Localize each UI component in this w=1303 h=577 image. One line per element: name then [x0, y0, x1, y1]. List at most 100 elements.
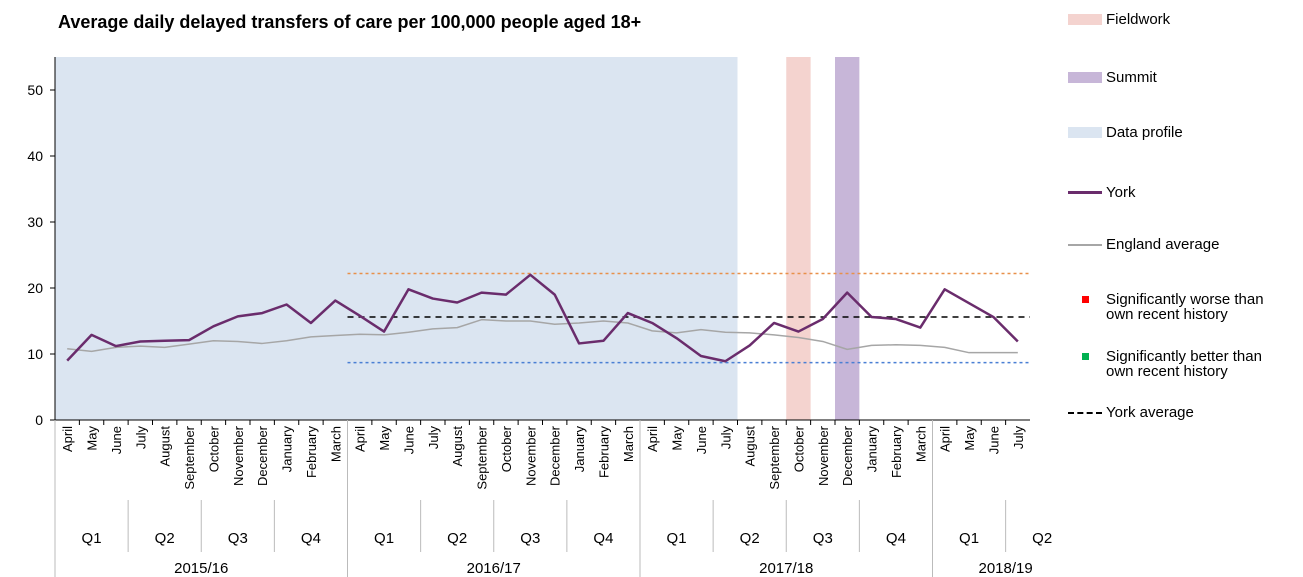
- x-tick-label: July: [1011, 426, 1026, 450]
- year-label: 2016/17: [467, 560, 521, 577]
- x-tick-label: November: [816, 425, 831, 486]
- x-tick-label: November: [231, 425, 246, 486]
- swatch-shape: [1081, 296, 1089, 303]
- swatch-shape: [1068, 411, 1102, 414]
- x-tick-label: January: [865, 426, 880, 473]
- quarter-label: Q2: [1032, 530, 1052, 547]
- legend: Fieldwork Summit Data profile York England a…: [1068, 0, 1303, 577]
- quarter-label: Q2: [740, 530, 760, 547]
- quarter-label: Q1: [374, 530, 394, 547]
- year-label: 2015/16: [174, 560, 228, 577]
- x-tick-label: May: [377, 426, 392, 451]
- x-tick-label: February: [304, 426, 319, 479]
- x-tick-label: August: [158, 426, 173, 467]
- quarter-label: Q1: [82, 530, 102, 547]
- x-tick-label: October: [791, 425, 806, 472]
- legend-label: Significantly better than own recent his…: [1106, 348, 1262, 380]
- y-tick-label: 40: [27, 148, 43, 164]
- year-label: 2018/19: [979, 560, 1033, 577]
- legend-swatch: [1068, 125, 1102, 140]
- x-tick-label: September: [182, 425, 197, 489]
- x-tick-label: June: [401, 426, 416, 454]
- x-tick-label: April: [60, 426, 75, 452]
- legend-label: York: [1106, 184, 1136, 201]
- quarter-label: Q4: [886, 530, 906, 547]
- legend-swatch: [1068, 70, 1102, 85]
- x-tick-label: June: [109, 426, 124, 454]
- legend-label: England average: [1106, 236, 1220, 253]
- x-tick-label: September: [475, 425, 490, 489]
- series-line: [67, 318, 1018, 354]
- swatch-shape: [1068, 191, 1102, 194]
- x-tick-label: May: [670, 426, 685, 451]
- x-tick-label: October: [499, 425, 514, 472]
- x-tick-label: March: [328, 426, 343, 462]
- x-tick-label: February: [889, 426, 904, 479]
- swatch-shape: [1068, 127, 1102, 138]
- x-tick-label: January: [572, 426, 587, 473]
- y-tick-label: 0: [35, 412, 43, 428]
- swatch-shape: [1068, 72, 1102, 83]
- x-tick-label: June: [986, 426, 1001, 454]
- legend-swatch: [1068, 292, 1102, 307]
- y-tick-label: 20: [27, 280, 43, 296]
- x-tick-label: May: [85, 426, 100, 451]
- x-tick-label: December: [548, 425, 563, 486]
- x-tick-label: September: [767, 425, 782, 489]
- legend-entry: York average: [1068, 405, 1291, 420]
- x-tick-label: April: [353, 426, 368, 452]
- quarter-label: Q3: [520, 530, 540, 547]
- legend-swatch: [1068, 349, 1102, 364]
- legend-entry: Data profile: [1068, 125, 1291, 140]
- quarter-label: Q1: [959, 530, 979, 547]
- series-line: [66, 273, 1019, 363]
- chart: Average daily delayed transfers of care …: [27, 12, 1052, 577]
- x-tick-label: July: [133, 426, 148, 450]
- x-tick-label: June: [694, 426, 709, 454]
- swatch-shape: [1068, 14, 1102, 25]
- legend-entry: Significantly worse than own recent hist…: [1068, 292, 1291, 322]
- legend-label: Summit: [1106, 69, 1157, 86]
- legend-entry: England average: [1068, 237, 1291, 252]
- shaded-band: [55, 57, 738, 420]
- x-tick-label: November: [523, 425, 538, 486]
- x-tick-label: March: [621, 426, 636, 462]
- quarter-label: Q2: [155, 530, 175, 547]
- x-tick-label: October: [206, 425, 221, 472]
- x-tick-label: February: [596, 426, 611, 479]
- x-tick-label: August: [450, 426, 465, 467]
- y-tick-label: 50: [27, 82, 43, 98]
- year-label: 2017/18: [759, 560, 813, 577]
- swatch-shape: [1081, 353, 1089, 360]
- quarter-label: Q1: [667, 530, 687, 547]
- shaded-band: [835, 57, 860, 420]
- legend-label: Significantly worse than own recent hist…: [1106, 291, 1264, 323]
- quarter-label: Q3: [228, 530, 248, 547]
- legend-swatch: [1068, 12, 1102, 27]
- legend-label: Fieldwork: [1106, 11, 1171, 28]
- x-tick-label: July: [426, 426, 441, 450]
- x-tick-label: April: [938, 426, 953, 452]
- legend-swatch: [1068, 405, 1102, 420]
- legend-entry: Significantly better than own recent his…: [1068, 349, 1291, 379]
- quarter-label: Q4: [593, 530, 613, 547]
- legend-entry: York: [1068, 185, 1291, 200]
- x-tick-label: May: [962, 426, 977, 451]
- y-tick-label: 30: [27, 214, 43, 230]
- legend-label: Data profile: [1106, 124, 1183, 141]
- legend-label: York average: [1106, 404, 1194, 421]
- quarter-label: Q3: [813, 530, 833, 547]
- x-tick-label: April: [645, 426, 660, 452]
- x-tick-label: December: [255, 425, 270, 486]
- legend-swatch: [1068, 185, 1102, 200]
- x-tick-label: August: [743, 426, 758, 467]
- x-tick-label: December: [840, 425, 855, 486]
- shaded-band: [786, 57, 811, 420]
- chart-title: Average daily delayed transfers of care …: [58, 12, 641, 32]
- legend-entry: Summit: [1068, 70, 1291, 85]
- x-tick-label: January: [280, 426, 295, 473]
- x-tick-label: March: [913, 426, 928, 462]
- y-tick-label: 10: [27, 346, 43, 362]
- swatch-shape: [1068, 243, 1102, 246]
